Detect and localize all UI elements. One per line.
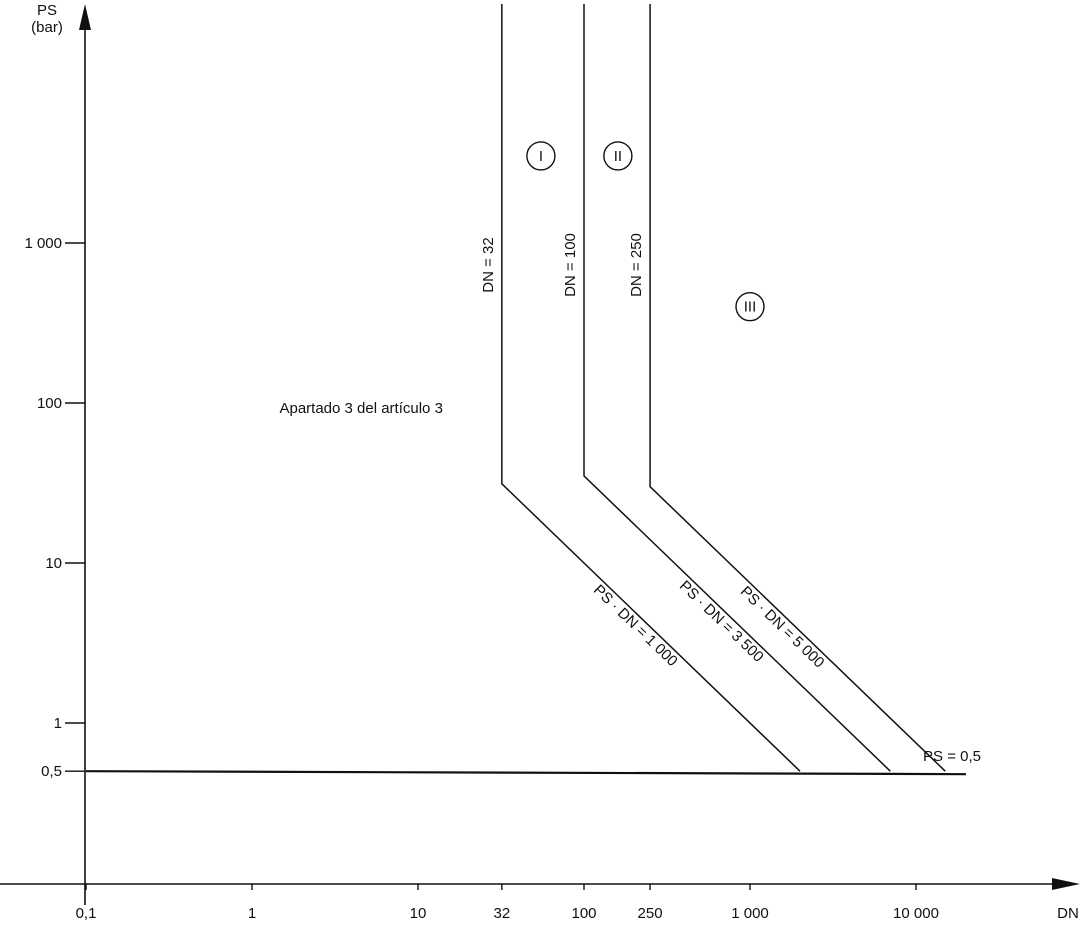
region-marker-circle bbox=[603, 141, 633, 171]
y-tick-label: 1 000 bbox=[24, 235, 62, 252]
x-tick-label: 100 bbox=[571, 905, 596, 922]
x-tick-label: 32 bbox=[494, 905, 511, 922]
annotation-text: Apartado 3 del artículo 3 bbox=[279, 400, 442, 417]
series-line-1 bbox=[501, 4, 801, 772]
baseline-label: PS = 0,5 bbox=[923, 748, 981, 765]
tick-marks bbox=[65, 242, 917, 890]
x-tick-label: 1 bbox=[248, 905, 256, 922]
series-group bbox=[85, 4, 966, 776]
series-vertical-label: DN = 250 bbox=[628, 233, 645, 297]
region-marker-label: II bbox=[614, 148, 622, 165]
y-tick-label: 0,5 bbox=[41, 763, 62, 780]
y-tick-label: 1 bbox=[54, 715, 62, 732]
region-marker-circle bbox=[526, 141, 556, 171]
series-diagonal-label: PS · DN = 1 000 bbox=[590, 582, 681, 670]
y-axis-unit-label: (bar) bbox=[31, 19, 63, 36]
axes bbox=[0, 4, 1080, 905]
labels-group: PS(bar) DN 0,1 1 10 32 100 250 1 000 10 000 0,5 1 10… bbox=[24, 2, 1078, 922]
region-marker-label: III bbox=[744, 299, 757, 316]
x-tick-label: 0,1 bbox=[76, 905, 97, 922]
series-vertical-label: DN = 100 bbox=[562, 233, 579, 297]
y-axis-label: PS bbox=[37, 2, 57, 19]
x-tick-label: 250 bbox=[638, 905, 663, 922]
x-tick-label: 1 000 bbox=[731, 905, 769, 922]
region-marker-label: I bbox=[539, 148, 543, 165]
x-tick-label: 10 000 bbox=[893, 905, 939, 922]
x-axis-label: DN bbox=[1057, 905, 1079, 922]
series-line-2 bbox=[583, 4, 891, 772]
series-line-3 bbox=[649, 4, 946, 772]
y-axis-arrow bbox=[79, 4, 91, 30]
y-tick-label: 10 bbox=[45, 555, 62, 572]
x-axis-arrow bbox=[1052, 878, 1080, 890]
x-tick-label: 10 bbox=[410, 905, 427, 922]
series-vertical-label: DN = 32 bbox=[480, 237, 497, 292]
baseline-ps-0-5 bbox=[85, 770, 966, 776]
y-tick-label: 100 bbox=[37, 395, 62, 412]
region-marker-circle bbox=[735, 291, 765, 322]
